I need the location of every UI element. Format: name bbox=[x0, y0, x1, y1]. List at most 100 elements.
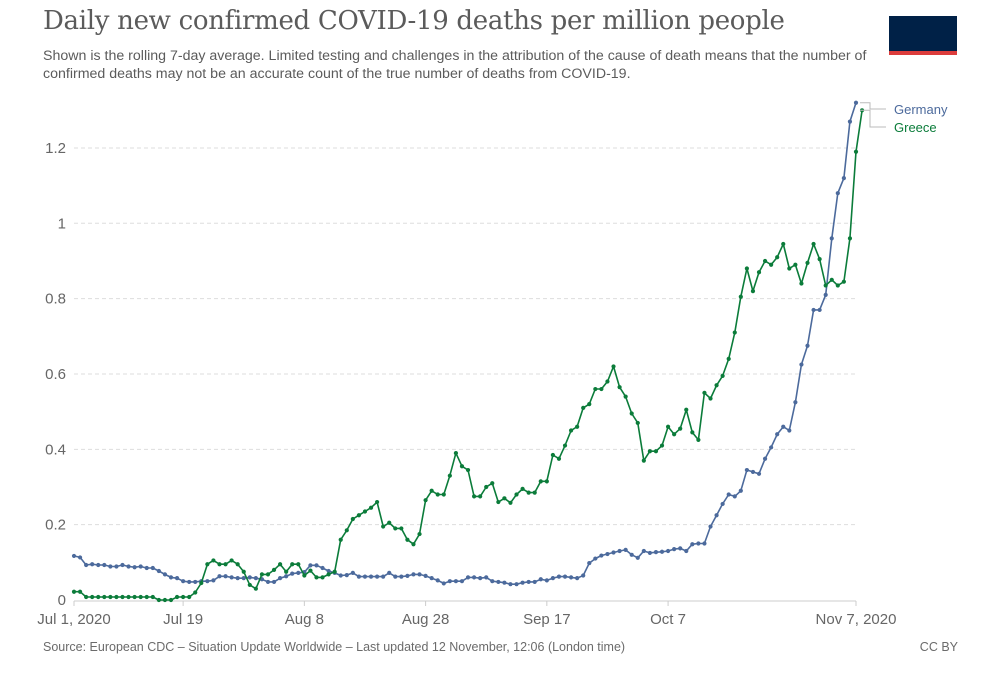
data-point bbox=[611, 550, 616, 555]
x-tick-label: Aug 28 bbox=[402, 611, 450, 628]
license-link[interactable]: CC BY bbox=[919, 640, 958, 654]
data-point bbox=[290, 571, 295, 576]
data-point bbox=[538, 479, 543, 484]
data-point bbox=[211, 578, 216, 583]
data-point bbox=[787, 266, 792, 271]
data-point bbox=[102, 594, 107, 600]
data-point bbox=[811, 241, 816, 247]
data-point bbox=[417, 572, 422, 577]
data-point bbox=[817, 256, 822, 262]
data-point bbox=[647, 449, 652, 454]
data-point bbox=[678, 546, 683, 551]
data-point bbox=[817, 307, 822, 313]
data-point bbox=[356, 513, 362, 518]
data-point bbox=[162, 572, 168, 577]
data-point bbox=[702, 541, 707, 546]
data-point bbox=[120, 594, 125, 600]
data-point bbox=[617, 385, 622, 390]
data-point bbox=[205, 562, 210, 567]
data-point bbox=[617, 548, 622, 554]
data-point bbox=[490, 481, 495, 486]
data-point bbox=[126, 564, 131, 569]
data-point bbox=[471, 494, 477, 499]
data-point bbox=[265, 572, 271, 577]
data-point bbox=[568, 428, 574, 433]
data-point bbox=[174, 576, 180, 581]
data-point bbox=[429, 576, 434, 581]
data-point bbox=[708, 524, 713, 529]
data-point bbox=[623, 394, 628, 399]
data-point bbox=[502, 496, 507, 501]
data-point bbox=[478, 494, 483, 499]
y-tick-label: 1 bbox=[58, 215, 66, 232]
data-point bbox=[762, 258, 768, 264]
chart-title: Daily new confirmed COVID-19 deaths per … bbox=[43, 6, 785, 36]
data-point bbox=[168, 575, 174, 580]
data-point bbox=[847, 119, 853, 124]
data-point bbox=[77, 589, 83, 594]
data-point bbox=[229, 558, 234, 563]
data-point bbox=[302, 573, 307, 578]
data-point bbox=[411, 542, 416, 547]
data-point bbox=[314, 563, 319, 568]
data-point bbox=[769, 262, 774, 267]
data-point bbox=[350, 570, 355, 575]
data-point bbox=[338, 537, 343, 542]
data-point bbox=[829, 277, 834, 282]
data-point bbox=[514, 582, 519, 587]
data-point bbox=[314, 575, 319, 580]
data-point bbox=[647, 550, 652, 556]
data-point bbox=[823, 283, 828, 288]
data-point bbox=[138, 594, 143, 600]
data-point bbox=[399, 526, 404, 531]
data-point bbox=[811, 307, 816, 313]
data-point bbox=[635, 555, 640, 560]
x-tick-label: Sep 17 bbox=[523, 611, 571, 628]
data-point bbox=[732, 330, 737, 335]
data-point bbox=[672, 432, 677, 437]
data-point bbox=[320, 575, 325, 580]
data-point bbox=[581, 405, 586, 410]
series-lines bbox=[71, 100, 865, 603]
data-point bbox=[417, 531, 422, 537]
data-point bbox=[659, 549, 665, 554]
data-point bbox=[181, 579, 186, 584]
data-point bbox=[484, 575, 489, 580]
data-point bbox=[690, 430, 695, 435]
our-world-in-data-logo[interactable] bbox=[889, 16, 957, 55]
data-point bbox=[653, 449, 659, 454]
data-point bbox=[84, 594, 89, 600]
data-point bbox=[532, 490, 537, 495]
data-point bbox=[132, 565, 137, 570]
data-point bbox=[187, 594, 192, 600]
data-point bbox=[90, 594, 95, 600]
data-point bbox=[211, 558, 216, 563]
data-point bbox=[368, 574, 374, 579]
data-point bbox=[769, 445, 774, 450]
data-point bbox=[538, 577, 543, 582]
y-tick-label: 0.4 bbox=[45, 441, 66, 458]
line-germany bbox=[73, 102, 857, 586]
data-point bbox=[120, 562, 125, 568]
data-point bbox=[799, 281, 804, 286]
data-point bbox=[162, 597, 168, 603]
data-point bbox=[247, 582, 252, 588]
data-point bbox=[187, 579, 192, 585]
data-point bbox=[587, 560, 592, 566]
data-point bbox=[284, 574, 289, 579]
source-note[interactable]: Source: European CDC – Situation Update … bbox=[43, 640, 626, 654]
x-axis: Jul 1, 2020 Jul 19 Aug 8 Aug 28 Sep 17 Oct 7 N… bbox=[37, 600, 896, 628]
data-point bbox=[247, 575, 252, 580]
data-point bbox=[278, 576, 283, 581]
data-point bbox=[702, 390, 707, 395]
data-point bbox=[544, 479, 549, 484]
data-point bbox=[659, 443, 665, 448]
data-point bbox=[720, 373, 725, 378]
y-tick-label: 0.2 bbox=[45, 517, 66, 534]
data-point bbox=[174, 594, 180, 600]
data-point bbox=[605, 379, 610, 384]
y-tick-label: 0.6 bbox=[45, 366, 66, 383]
data-point bbox=[841, 279, 846, 284]
data-point bbox=[405, 573, 410, 578]
data-point bbox=[775, 255, 780, 260]
